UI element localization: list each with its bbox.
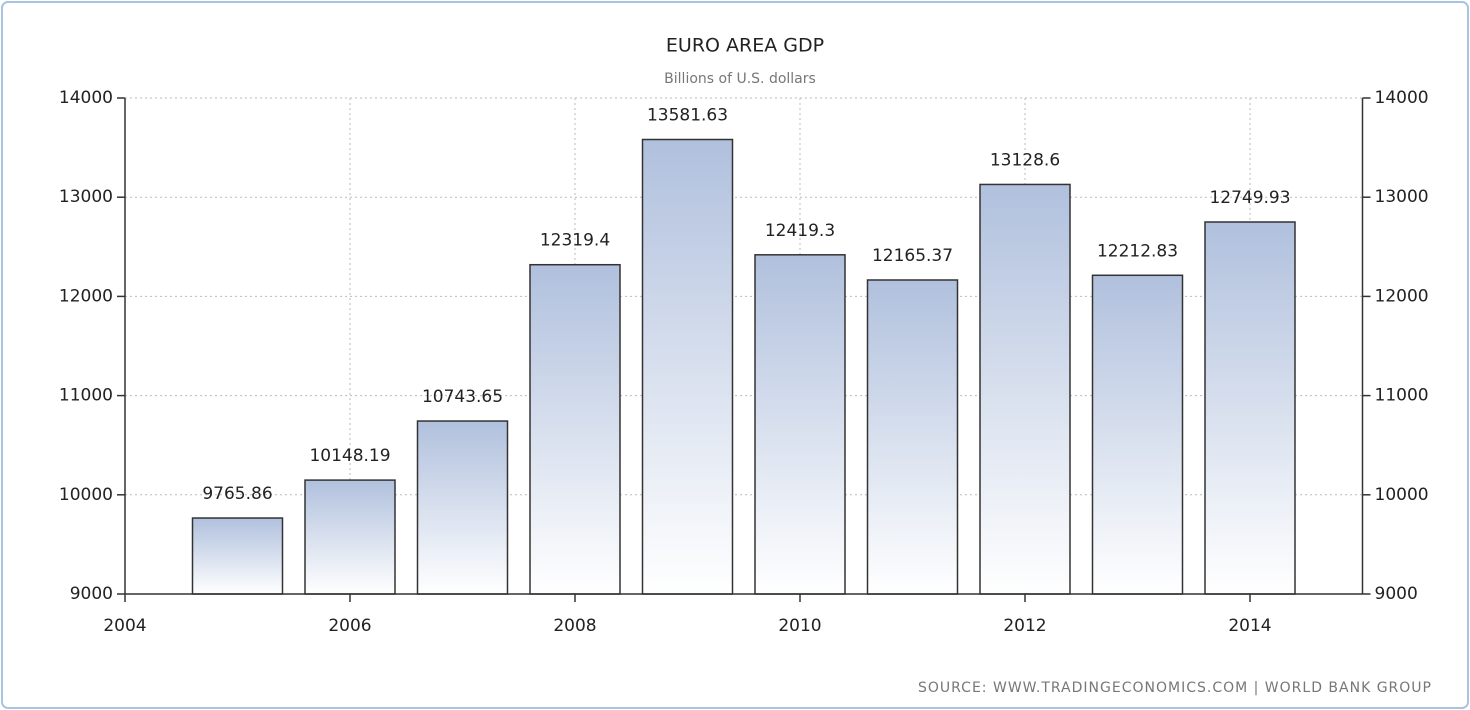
- y2-tick-label: 11000: [1375, 386, 1429, 406]
- value-label: 12749.93: [1209, 188, 1290, 208]
- bar: [1091, 274, 1184, 595]
- y-tick-label: 13000: [59, 187, 113, 207]
- bar: [529, 263, 621, 595]
- x-tick-label: 2004: [103, 616, 146, 636]
- y-tick-label: 11000: [59, 386, 113, 406]
- bar: [979, 183, 1071, 595]
- y-tick-label: 14000: [59, 88, 113, 108]
- y2-tick-label: 10000: [1375, 485, 1429, 505]
- x-tick-label: 2014: [1228, 616, 1271, 636]
- x-tick-label: 2012: [1003, 616, 1046, 636]
- chart-title: EURO AREA GDP: [666, 35, 824, 57]
- x-tick-label: 2006: [328, 616, 371, 636]
- y2-tick-label: 14000: [1375, 88, 1429, 108]
- bar: [416, 420, 509, 595]
- x-tick-label: 2008: [553, 616, 596, 636]
- bar: [866, 279, 959, 595]
- source: SOURCE: WWW.TRADINGECONOMICS.COM | WORLD…: [918, 680, 1432, 696]
- y-tick-label: 12000: [59, 286, 113, 306]
- y-tick-label: 9000: [70, 584, 113, 604]
- value-label: 12212.83: [1097, 241, 1178, 261]
- value-label: 10148.19: [309, 446, 390, 466]
- bar: [754, 254, 846, 595]
- bar: [1204, 221, 1296, 595]
- x-tick-label: 2010: [778, 616, 821, 636]
- y-tick-label: 10000: [59, 485, 113, 505]
- y2-tick-label: 12000: [1375, 286, 1429, 306]
- y2-tick-label: 9000: [1375, 584, 1418, 604]
- chart-subtitle: Billions of U.S. dollars: [664, 71, 816, 87]
- bar: [641, 138, 734, 595]
- value-label: 10743.65: [422, 387, 503, 407]
- y2-tick-label: 13000: [1375, 187, 1429, 207]
- value-label: 12319.4: [540, 231, 610, 251]
- bar: [191, 517, 284, 595]
- value-label: 13128.6: [990, 150, 1060, 170]
- bar: [304, 479, 396, 595]
- value-label: 12165.37: [872, 246, 953, 266]
- value-label: 12419.3: [765, 221, 835, 241]
- value-label: 9765.86: [202, 484, 272, 504]
- value-label: 13581.63: [647, 106, 728, 126]
